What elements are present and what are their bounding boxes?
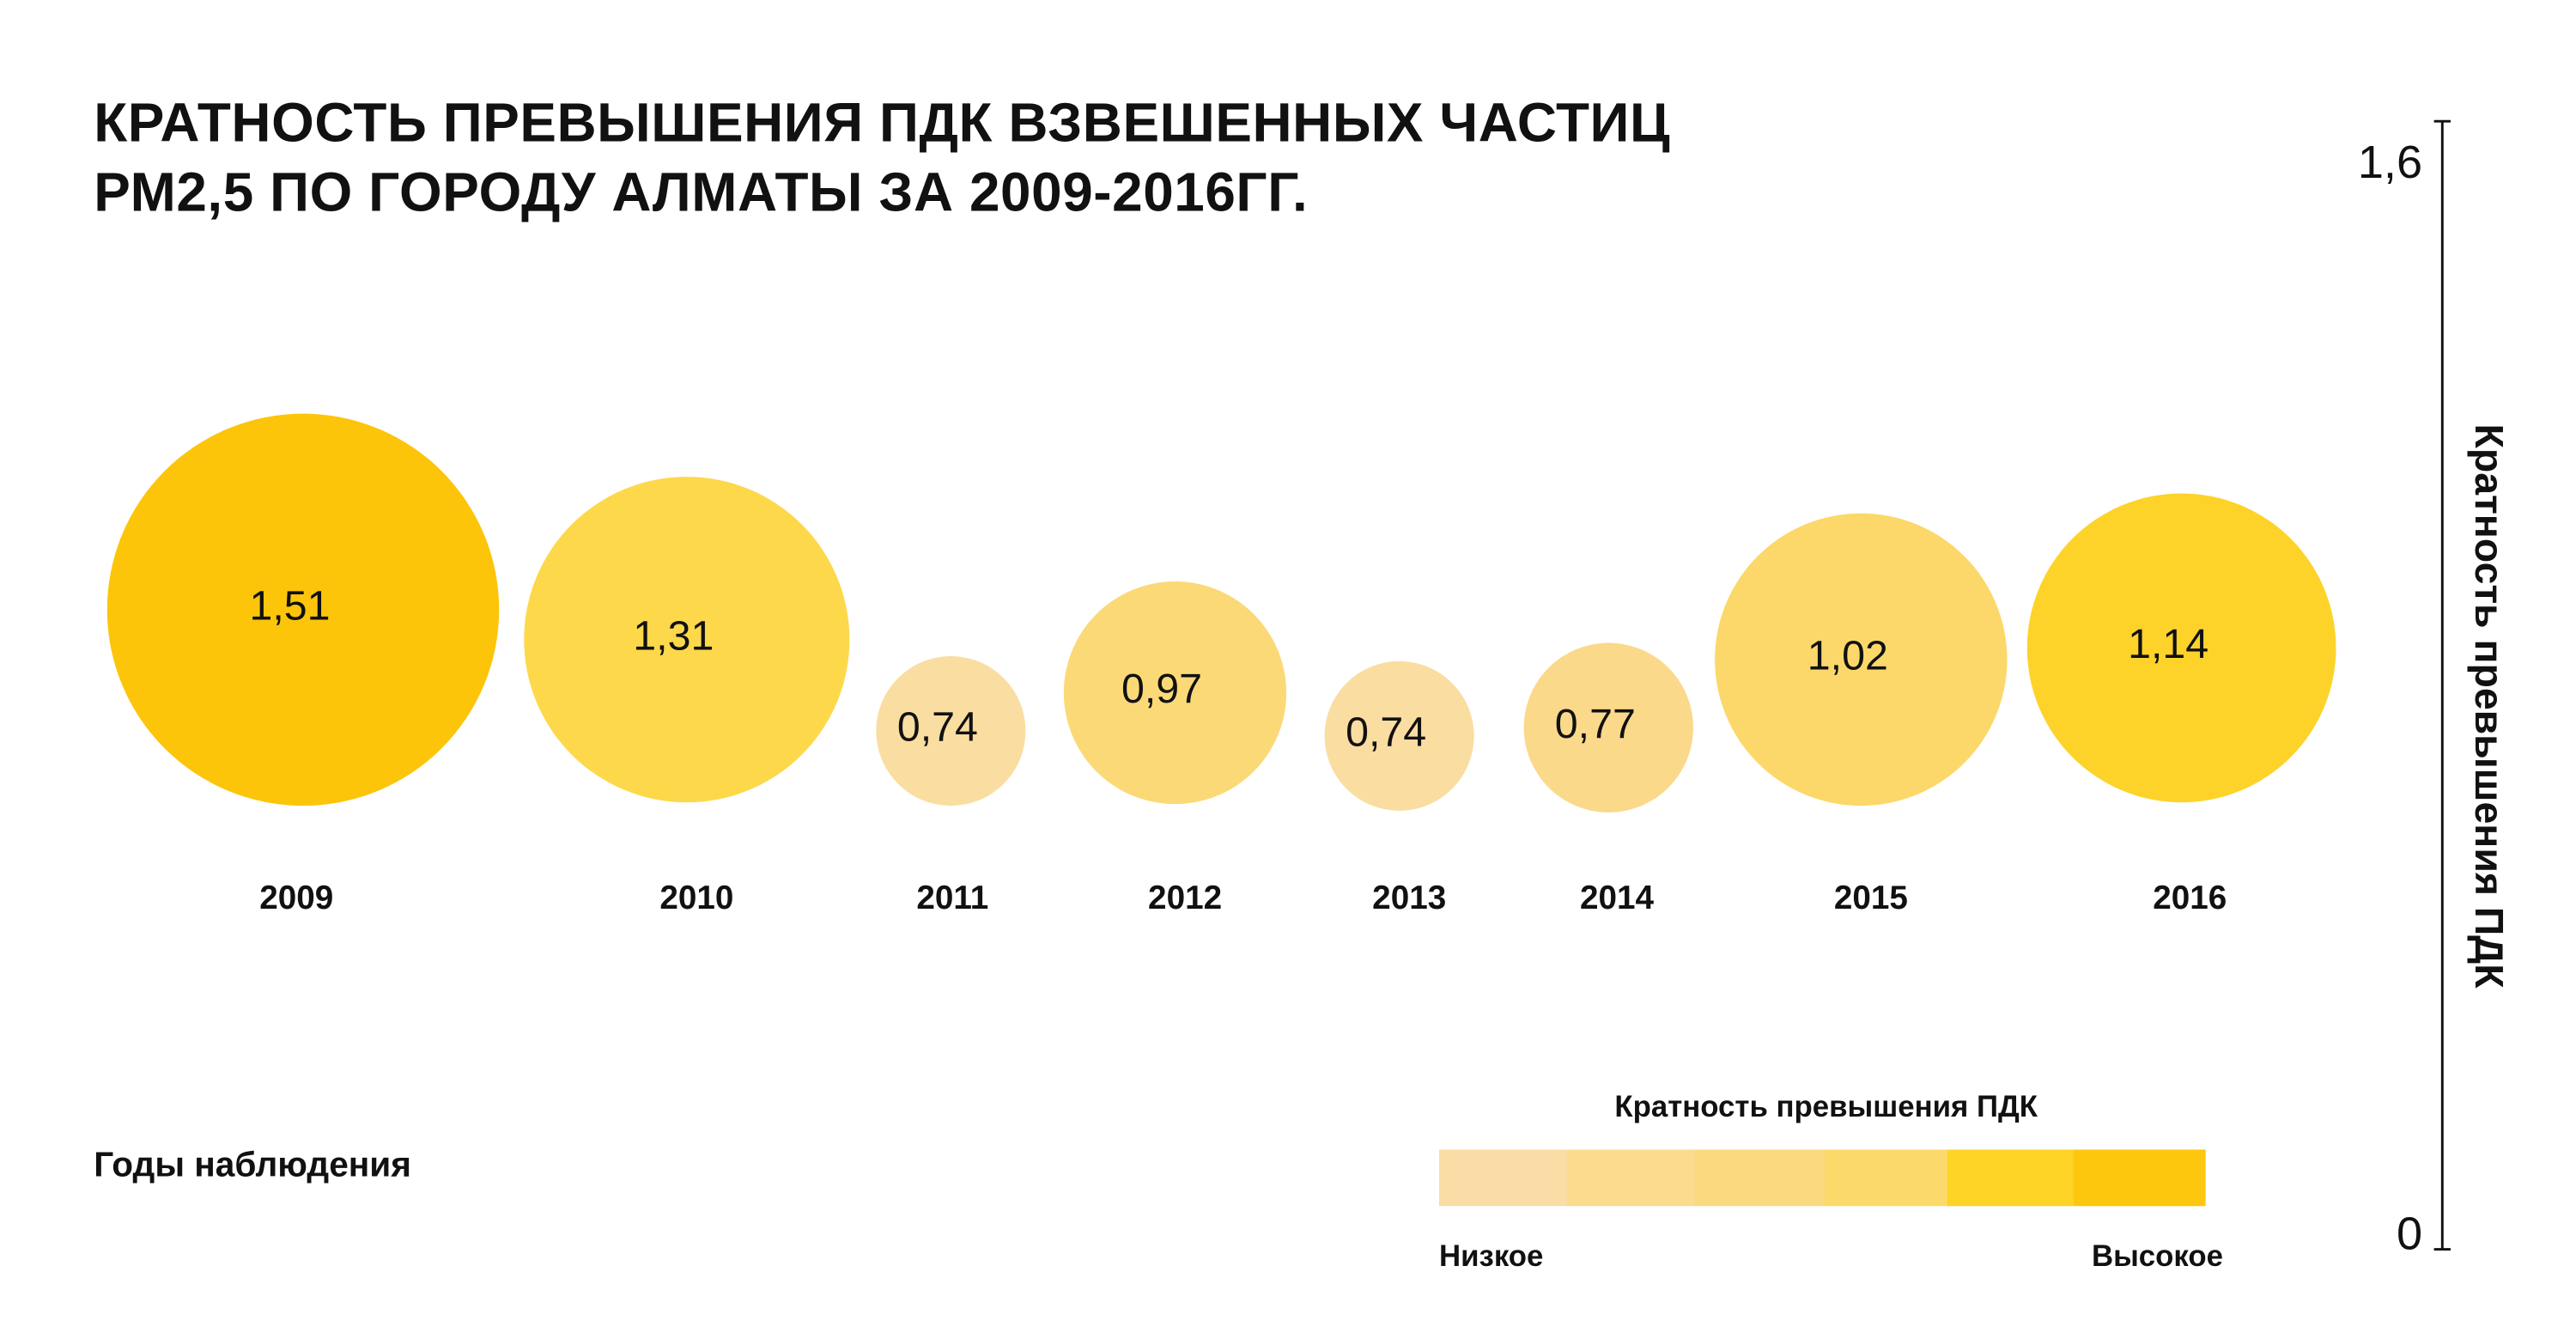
data-label-2013: 0,74 (1346, 709, 1426, 755)
data-label-2014: 0,77 (1555, 701, 1636, 747)
data-label-2009: 1,51 (249, 582, 330, 629)
y-tick-label-max: 1,6 (2358, 137, 2422, 188)
bubble-2014 (1523, 642, 1693, 813)
legend-scale-segment-6 (2073, 1149, 2206, 1207)
x-tick-label-2016: 2016 (2153, 879, 2227, 916)
legend-low-label: Низкое (1439, 1239, 1543, 1273)
x-tick-label-2014: 2014 (1580, 879, 1655, 916)
legend-title: Кратность превышения ПДК (1614, 1090, 2038, 1123)
bubble-2010 (524, 477, 850, 803)
data-label-2010: 1,31 (633, 612, 714, 659)
y-tick-label-min: 0 (2397, 1208, 2422, 1260)
bubble-2016 (2026, 493, 2336, 803)
legend-scale-segment-5 (1947, 1149, 2075, 1207)
legend-scale (1439, 1149, 2206, 1207)
data-label-2011: 0,74 (897, 704, 978, 751)
bubble-2013 (1324, 660, 1474, 811)
data-label-2015: 1,02 (1807, 633, 1888, 679)
legend-scale-segment-2 (1566, 1149, 1696, 1207)
x-tick-label-2015: 2015 (1834, 879, 1908, 916)
chart-title-line2: РМ2,5 ПО ГОРОДУ АЛМАТЫ ЗА 2009-2016ГГ. (94, 161, 1308, 223)
bubble-2009 (106, 413, 500, 806)
data-label-2012: 0,97 (1121, 666, 1202, 712)
x-tick-label-2012: 2012 (1148, 879, 1222, 916)
y-axis: 1,6 0 Кратность превышения ПДК (2358, 119, 2512, 1260)
bubble-2012 (1063, 581, 1287, 805)
legend: Кратность превышения ПДК Низкое Высокое (1439, 1090, 2223, 1273)
legend-scale-segment-1 (1439, 1149, 1568, 1207)
bubble-2015 (1715, 513, 2008, 806)
bubbles: 1,51 2009 1,31 2010 0,74 2011 0,97 2012 0,74 2013… (106, 413, 2336, 916)
legend-scale-segment-4 (1824, 1149, 1948, 1207)
legend-scale-segment-3 (1694, 1149, 1826, 1207)
chart-title-line1: КРАТНОСТЬ ПРЕВЫШЕНИЯ ПДК ВЗВЕШЕННЫХ ЧАСТ… (94, 91, 1670, 153)
legend-high-label: Высокое (2092, 1239, 2223, 1273)
bubble-2011 (876, 656, 1026, 806)
data-label-2016: 1,14 (2128, 621, 2208, 667)
x-tick-label-2010: 2010 (659, 879, 733, 916)
x-tick-label-2009: 2009 (259, 879, 333, 916)
x-tick-label-2013: 2013 (1372, 879, 1446, 916)
x-axis-label: Годы наблюдения (94, 1144, 411, 1184)
x-tick-label-2011: 2011 (916, 879, 988, 916)
y-axis-label: Кратность превышения ПДК (2467, 424, 2512, 989)
